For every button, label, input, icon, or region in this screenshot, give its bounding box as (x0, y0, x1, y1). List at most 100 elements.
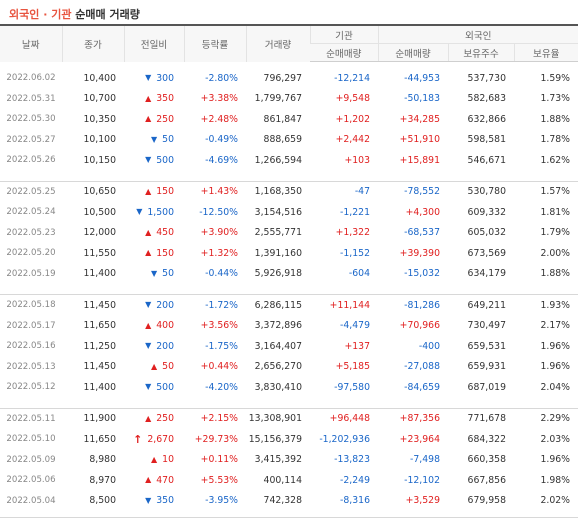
change-cell: ▼ 200 (124, 336, 184, 357)
table-row: 2022.05.10 11,650 ↑ 2,670 +29.73% 15,156,379 -… (0, 429, 578, 450)
table-row: 2022.05.25 10,650 ▲ 150 +1.43% 1,168,350 -47 -7… (0, 181, 578, 202)
change-cell: ▲ 150 (124, 181, 184, 202)
frgn-hold-cell: 634,179 (467, 268, 506, 280)
close-cell: 10,500 (83, 206, 116, 218)
change-value: 10 (162, 454, 174, 466)
change-value: 50 (162, 134, 174, 146)
volume-cell: 742,328 (263, 495, 302, 507)
date-cell: 2022.05.20 (6, 248, 56, 259)
change-value: 50 (162, 361, 174, 373)
frgn-hold-cell: 546,671 (467, 154, 506, 166)
close-cell: 11,900 (83, 413, 116, 425)
inst-net-cell: +9,548 (335, 93, 370, 105)
rate-cell: -1.72% (205, 299, 238, 311)
frgn-net-cell: -400 (418, 340, 440, 352)
change-cell: ▲ 50 (124, 357, 184, 378)
frgn-ratio-cell: 1.57% (540, 186, 571, 198)
date-cell: 2022.05.24 (6, 207, 56, 218)
change-value: 500 (156, 381, 174, 393)
close-cell: 8,980 (89, 454, 116, 466)
date-cell: 2022.06.02 (6, 73, 56, 84)
triangle-down-icon: ▼ (145, 300, 152, 310)
frgn-net-cell: +39,390 (399, 247, 440, 259)
header-change: 전일비 (123, 24, 184, 62)
rate-cell: -4.69% (205, 154, 238, 166)
rate-cell: -1.75% (205, 340, 238, 352)
triangle-up-icon: ▲ (145, 413, 152, 423)
frgn-net-cell: -78,552 (404, 186, 440, 198)
frgn-ratio-cell: 2.00% (540, 247, 571, 259)
inst-net-cell: -8,316 (340, 495, 370, 507)
change-cell: ▼ 300 (124, 68, 184, 89)
change-value: 500 (156, 154, 174, 166)
change-cell: ▲ 470 (124, 470, 184, 491)
inst-net-cell: +137 (344, 340, 370, 352)
frgn-net-cell: +87,356 (399, 413, 440, 425)
frgn-hold-cell: 771,678 (467, 413, 506, 425)
frgn-net-cell: +4,300 (405, 206, 440, 218)
change-value: 300 (156, 72, 174, 84)
frgn-net-cell: +15,891 (399, 154, 440, 166)
frgn-net-cell: -50,183 (404, 93, 440, 105)
close-cell: 10,150 (83, 154, 116, 166)
close-cell: 11,550 (83, 247, 116, 259)
triangle-up-icon: ▲ (151, 454, 158, 464)
header-frgn-hold: 보유주수 (447, 43, 514, 62)
frgn-hold-cell: 667,856 (467, 474, 506, 486)
change-value: 250 (156, 113, 174, 125)
change-value: 470 (156, 474, 174, 486)
header-volume: 거래량 (245, 24, 310, 62)
table-row: 2022.05.04 8,500 ▼ 350 -3.95% 742,328 -8,316 +3… (0, 491, 578, 512)
volume-cell: 400,114 (263, 474, 302, 486)
rate-cell: +1.32% (200, 247, 238, 259)
frgn-ratio-cell: 1.98% (540, 474, 571, 486)
frgn-ratio-cell: 1.59% (540, 72, 571, 84)
change-cell: ▼ 1,500 (124, 202, 184, 223)
date-cell: 2022.05.27 (6, 134, 56, 145)
inst-net-cell: +2,442 (335, 134, 370, 146)
inst-net-cell: +5,185 (335, 361, 370, 373)
close-cell: 8,970 (89, 474, 116, 486)
volume-cell: 6,286,115 (254, 299, 302, 311)
frgn-ratio-cell: 1.81% (540, 206, 571, 218)
frgn-hold-cell: 605,032 (467, 227, 506, 239)
table-row: 2022.05.20 11,550 ▲ 150 +1.32% 1,391,160 -1,15… (0, 243, 578, 264)
date-cell: 2022.05.23 (6, 227, 56, 238)
close-cell: 10,400 (83, 72, 116, 84)
header-frgn-ratio: 보유율 (513, 43, 579, 62)
table-row: 2022.05.31 10,700 ▲ 350 +3.38% 1,799,767 +9,54… (0, 89, 578, 110)
header-foreign: 외국인 (377, 24, 579, 44)
frgn-net-cell: +23,964 (399, 433, 440, 445)
triangle-down-icon: ▼ (145, 341, 152, 351)
volume-cell: 3,415,392 (254, 454, 302, 466)
volume-cell: 13,308,901 (248, 413, 302, 425)
table-row: 2022.05.17 11,650 ▲ 400 +3.56% 3,372,896 -4,47… (0, 316, 578, 337)
triangle-down-icon: ▼ (145, 495, 152, 505)
date-cell: 2022.05.16 (6, 341, 56, 352)
header-inst-net: 순매매량 (310, 43, 378, 62)
table-row: 2022.05.23 12,000 ▲ 450 +3.90% 2,555,771 +1,32… (0, 223, 578, 244)
header-rate: 등락률 (183, 24, 246, 62)
date-cell: 2022.05.13 (6, 361, 56, 372)
header-date: 날짜 (0, 24, 62, 62)
triangle-down-icon: ▼ (145, 382, 152, 392)
close-cell: 10,700 (83, 93, 116, 105)
change-value: 250 (156, 413, 174, 425)
table-row: 2022.05.12 11,400 ▼ 500 -4.20% 3,830,410 -97,5… (0, 377, 578, 398)
rate-cell: +2.15% (200, 413, 238, 425)
change-value: 350 (156, 93, 174, 105)
close-cell: 11,450 (83, 299, 116, 311)
table-row: 2022.05.09 8,980 ▲ 10 +0.11% 3,415,392 -13,823… (0, 450, 578, 471)
frgn-net-cell: +3,529 (405, 495, 440, 507)
frgn-hold-cell: 673,569 (467, 247, 506, 259)
change-cell: ▼ 50 (124, 130, 184, 151)
frgn-net-cell: +34,285 (399, 113, 440, 125)
frgn-hold-cell: 687,019 (467, 381, 506, 393)
change-cell: ▲ 150 (124, 243, 184, 264)
frgn-ratio-cell: 1.88% (540, 268, 571, 280)
table-row: 2022.05.11 11,900 ▲ 250 +2.15% 13,308,901 +96,… (0, 408, 578, 429)
date-cell: 2022.05.31 (6, 93, 56, 104)
change-cell: ▼ 200 (124, 295, 184, 316)
inst-net-cell: -1,221 (340, 206, 370, 218)
